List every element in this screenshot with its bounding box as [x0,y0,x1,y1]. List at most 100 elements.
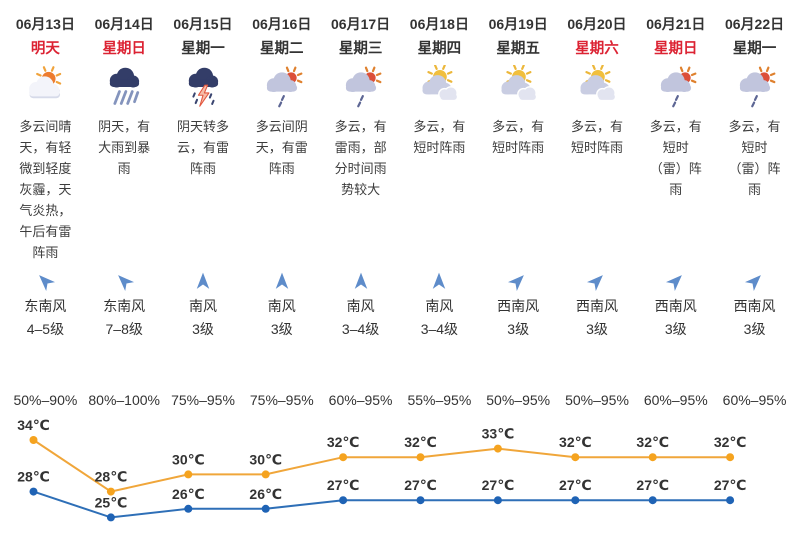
wind-level-label: 3级 [743,321,766,337]
day-label: 星期六 [575,41,619,57]
date-label: 06月19日 [488,16,548,32]
day-label: 星期日 [102,41,146,57]
low-temp-label: 27℃ [636,477,669,493]
wind-direction-label: 南风 [267,298,296,314]
low-temp-point [648,496,657,505]
low-temp-point [29,487,38,496]
spacer [321,342,400,392]
day-label: 星期四 [417,41,462,57]
cloud-sun-rain-icon [715,62,794,112]
wind-direction-label: 南风 [346,298,375,314]
forecast-column: 06月13日 明天 多云间晴天，有轻微到轻度灰霾，天气炎热，午后有雷阵雨 东南风… [6,0,85,410]
high-temp-label: 30℃ [172,451,205,467]
weather-description: 多云，有短时（雷）阵雨 [649,119,702,197]
date-label: 06月22日 [724,16,785,32]
high-temp-label: 33℃ [482,426,515,442]
weather-description: 多云，有短时阵雨 [492,119,545,155]
spacer [636,342,715,392]
humidity-range: 50%–95% [565,392,629,408]
cloud-sun-rain-icon [636,62,715,112]
day-label: 星期一 [732,41,777,57]
wind-direction-label: 西南风 [497,298,540,314]
date-label: 06月21日 [646,16,706,32]
weather-description: 多云，有雷雨，部分时间雨势较大 [334,119,387,197]
wind-level-label: 3级 [507,321,530,337]
high-temp-label: 30℃ [249,451,282,467]
date-label: 06月15日 [173,16,233,32]
wind-arrow-icon [479,266,558,296]
weather-description: 阴天，有大雨到暴雨 [98,119,151,176]
sun-cloud-icon [6,62,85,112]
humidity-range: 60%–95% [643,392,708,408]
low-temp-point [416,496,425,505]
day-label: 星期一 [181,41,225,57]
forecast-columns: 06月13日 明天 多云间晴天，有轻微到轻度灰霾，天气炎热，午后有雷阵雨 东南风… [6,0,794,410]
sun-clouds-icon [501,65,537,101]
cloud-sun-rain-icon [321,62,400,112]
forecast-column: 06月20日 星期六 多云，有短时阵雨 西南风 3级 50%–95% [558,0,637,410]
wind-arrow-icon [164,266,243,296]
low-temp-label: 28℃ [17,469,50,485]
wind-arrow-icon [242,266,321,296]
wind-level-label: 3级 [192,321,214,337]
high-temp-point [339,453,348,462]
day-label: 星期三 [338,41,383,57]
sun-clouds-icon [558,62,637,112]
humidity-range: 50%–90% [13,392,78,408]
low-temp-label: 27℃ [714,477,747,493]
wind-level-label: 4–5级 [26,321,65,337]
sun-clouds-icon [400,62,479,112]
forecast-column: 06月16日 星期二 多云间阴天，有雷阵雨 南风 3级 75%–95% [242,0,321,410]
high-temp-label: 32℃ [404,434,437,450]
date-label: 06月18日 [409,16,469,32]
low-temp-point [339,496,348,505]
humidity-range: 75%–95% [171,392,235,408]
low-temp-label: 27℃ [559,477,592,493]
thunder-rain-icon [188,67,219,107]
date-label: 06月13日 [15,16,75,32]
wind-level-label: 3–4级 [420,321,459,337]
high-temp-label: 34℃ [17,417,50,433]
cloud-sun-rain-icon [345,66,382,108]
low-temp-point [184,504,193,513]
low-temp-label: 27℃ [404,477,437,493]
rain-heavy-icon [85,62,164,112]
low-temp-label: 27℃ [327,477,360,493]
date-label: 06月17日 [331,16,391,32]
wind-level-label: 7–8级 [105,321,143,337]
low-temp-label: 26℃ [172,486,205,502]
wind-direction-label: 南风 [188,298,217,314]
wind-arrow-icon [636,266,715,296]
weather-description: 多云，有短时阵雨 [570,119,623,155]
spacer [558,342,637,392]
low-temp-point [726,496,735,505]
high-temp-point [29,436,38,444]
low-temp-line [33,490,731,519]
humidity-range: 60%–95% [722,392,787,408]
weather-description: 多云间阴天，有雷阵雨 [255,119,308,176]
wind-direction-label: 西南风 [575,298,618,314]
high-temp-point [261,470,270,479]
high-temp-point [493,444,502,453]
high-temp-point [106,487,115,496]
day-label: 星期日 [654,41,698,57]
low-temp-label: 27℃ [482,477,515,493]
high-temp-point [571,453,580,462]
wind-direction-label: 西南风 [733,298,776,314]
wind-arrow-icon [85,266,164,296]
high-temp-point [648,453,657,462]
spacer [400,342,479,392]
high-temp-line [32,439,731,493]
forecast-column: 06月18日 星期四 多云，有短时阵雨 南风 3–4级 55%–95% [400,0,479,410]
high-temp-label: 32℃ [636,434,669,450]
wind-direction-label: 南风 [425,298,454,314]
low-temp-point [571,496,580,505]
high-temp-point [726,453,735,462]
thunder-rain-icon [164,62,243,112]
sun-cloud-icon [29,66,62,99]
spacer [6,342,85,392]
forecast-column: 06月22日 星期一 多云，有短时（雷）阵雨 西南风 3级 60%–95% [715,0,794,410]
low-temp-point [106,513,115,522]
spacer [242,342,321,392]
